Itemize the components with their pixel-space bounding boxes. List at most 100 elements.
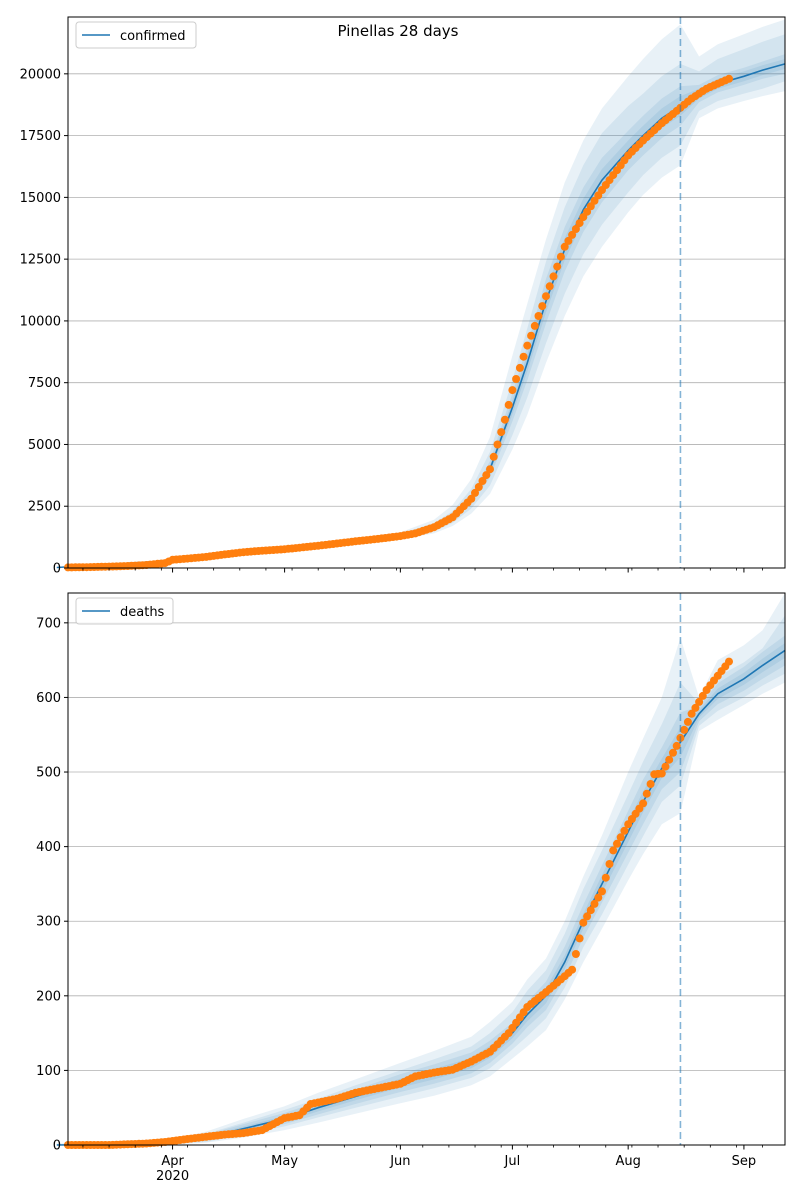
top-observed-point [486,465,494,474]
bot-observed-point [590,899,599,908]
bot-observed-point [669,748,677,757]
top-y-tick-label: 10000 [20,314,61,329]
bot-y-tick-label: 200 [36,989,61,1004]
top-y-tick-label: 17500 [20,129,61,144]
bot-observed-point [586,906,595,915]
top-band [56,19,786,568]
deaths-forecast-line [56,649,786,1146]
bot-observed-point [579,918,588,927]
top-observed-point [560,242,569,251]
bot-observed-point [594,893,603,902]
bot-x-tick-label: Apr [161,1154,184,1169]
top-observed-point [725,74,733,83]
bot-observed-point [661,762,670,771]
top-observed-point [527,331,536,340]
deaths-legend-label: deaths [120,605,165,620]
deaths-observed-points [64,657,733,1149]
bot-observed-point [639,799,648,808]
bot-y-tick-label: 0 [53,1139,61,1154]
bot-observed-point [583,912,592,921]
deaths-forecast-bands [56,593,786,1145]
confirmed-forecast-bands [56,19,786,568]
top-observed-point [493,440,502,449]
top-observed-point [523,341,532,350]
bot-y-tick-label: 100 [36,1064,61,1079]
top-observed-point [568,230,577,239]
top-observed-point [538,302,547,311]
top-observed-point [512,375,521,383]
bot-observed-point [698,691,707,700]
bot-observed-point [646,780,655,788]
top-observed-point [553,262,562,271]
bot-observed-point [613,839,621,848]
confirmed-x-ticks [82,568,763,573]
top-y-tick-label: 0 [53,562,61,577]
top-observed-point [497,428,506,437]
bot-x-tick-label: Aug [615,1154,640,1169]
top-observed-point [471,488,479,497]
top-y-tick-label: 2500 [28,500,61,515]
top-observed-point [571,225,580,233]
top-observed-point [542,292,550,301]
top-observed-point [482,471,491,480]
bot-observed-point [680,725,689,734]
top-observed-point [515,363,524,372]
top-observed-point [504,400,513,409]
bot-x-tick-label: Sep [732,1154,757,1169]
confirmed-grid [68,73,785,569]
top-observed-point [474,483,483,491]
deaths-legend: deaths [75,597,174,625]
top-observed-point [534,312,543,320]
confirmed-legend-box [75,21,197,49]
top-observed-point [489,452,498,461]
bot-observed-point [605,860,614,868]
top-y-tick-label: 5000 [28,438,61,453]
deaths-legend-box [75,597,174,625]
confirmed-legend: confirmed [75,21,197,49]
top-y-tick-label: 20000 [20,67,61,82]
bot-observed-point [657,769,666,778]
deaths-y-ticks: 0 100 200 300 400 500 600 700 [36,616,68,1154]
bot-observed-point [571,950,580,958]
bot-observed-point [620,826,629,835]
top-observed-point [519,352,528,361]
top-observed-point [508,386,517,395]
bot-observed-point [683,717,692,726]
top-observed-point [549,272,558,281]
top-observed-point [530,321,539,330]
confirmed-panel: 0 2500 5000 7500 10000 12500 15000 17500 20000 c… [20,16,786,577]
top-band [56,34,786,568]
bot-y-tick-label: 700 [36,616,61,631]
deaths-plot-frame [67,592,786,1146]
top-observed-point [556,252,565,261]
top-y-tick-label: 15000 [20,191,61,206]
bot-y-tick-label: 300 [36,915,61,930]
top-observed-point [564,236,573,245]
figure-title: Pinellas 28 days [338,22,459,40]
bot-observed-point [691,703,700,712]
bot-x-tick-label: Jul [504,1154,521,1169]
top-observed-point [467,494,476,503]
confirmed-plot-frame [67,16,786,569]
confirmed-observed-points [64,74,733,572]
bot-observed-point [672,741,681,750]
bot-observed-point [665,755,674,764]
top-observed-point [500,415,509,424]
confirmed-legend-label: confirmed [120,29,186,44]
bot-observed-point [575,934,584,943]
bot-band [56,615,786,1145]
top-observed-point [545,282,554,291]
bot-observed-point [616,833,625,842]
bot-observed-point [642,789,651,798]
bot-x-tick-label: May [271,1154,298,1169]
bot-x-tick-label: Jun [389,1154,410,1169]
bot-observed-point [687,709,696,718]
bot-observed-point [609,846,618,855]
bot-observed-point [568,965,577,974]
bot-observed-point [725,657,733,666]
bot-band [56,593,786,1145]
bot-y-tick-label: 600 [36,691,61,706]
